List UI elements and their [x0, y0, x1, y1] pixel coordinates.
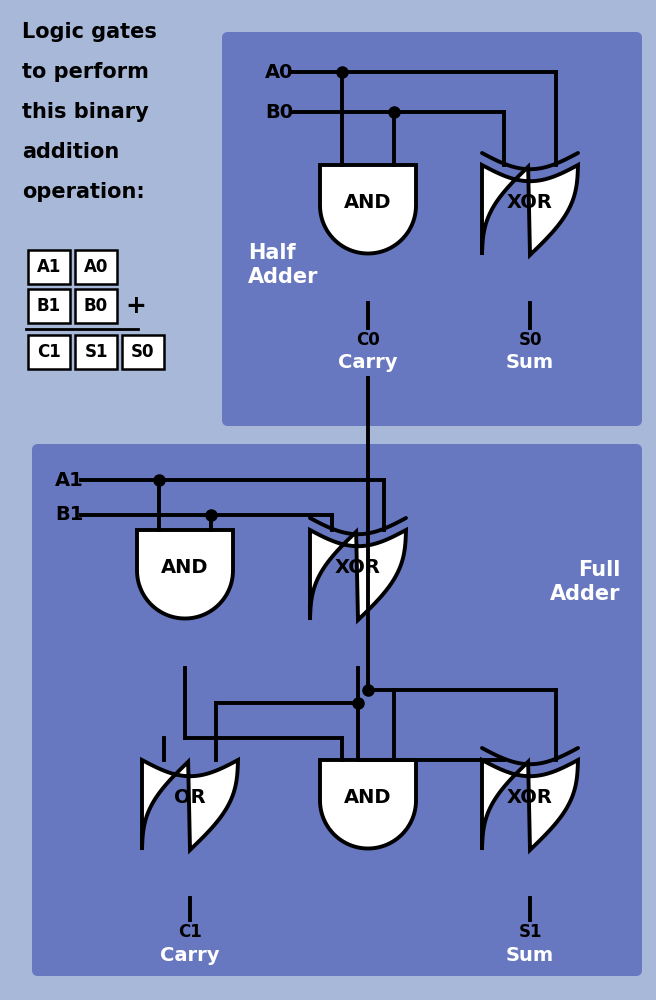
- Bar: [28, 335, 70, 369]
- Text: S1: S1: [518, 923, 542, 941]
- Text: AND: AND: [344, 193, 392, 212]
- Text: AND: AND: [344, 788, 392, 807]
- Text: AND: AND: [161, 558, 209, 577]
- Bar: [75, 250, 117, 284]
- Text: S0: S0: [518, 331, 542, 349]
- Text: A1: A1: [37, 258, 61, 276]
- FancyBboxPatch shape: [222, 32, 642, 426]
- Text: Logic gates: Logic gates: [22, 22, 157, 42]
- Text: C1: C1: [37, 343, 61, 361]
- Text: C0: C0: [356, 331, 380, 349]
- Text: Carry: Carry: [338, 353, 398, 372]
- Text: operation:: operation:: [22, 182, 145, 202]
- Bar: [28, 250, 70, 284]
- Bar: [75, 335, 117, 369]
- PathPatch shape: [142, 760, 238, 850]
- PathPatch shape: [137, 530, 233, 618]
- Bar: [28, 289, 70, 323]
- Text: B1: B1: [55, 506, 83, 524]
- Text: Sum: Sum: [506, 946, 554, 965]
- Text: B0: B0: [265, 103, 293, 121]
- Text: addition: addition: [22, 142, 119, 162]
- Text: Sum: Sum: [506, 353, 554, 372]
- Bar: [122, 335, 164, 369]
- Text: this binary: this binary: [22, 102, 149, 122]
- Text: OR: OR: [174, 788, 206, 807]
- Text: C1: C1: [178, 923, 202, 941]
- PathPatch shape: [320, 760, 416, 848]
- Text: XOR: XOR: [335, 558, 381, 577]
- Text: Half
Adder: Half Adder: [248, 243, 319, 287]
- Text: A1: A1: [55, 471, 84, 489]
- Text: A0: A0: [84, 258, 108, 276]
- FancyBboxPatch shape: [32, 444, 642, 976]
- Text: S1: S1: [84, 343, 108, 361]
- PathPatch shape: [310, 530, 406, 620]
- Text: B1: B1: [37, 297, 61, 315]
- PathPatch shape: [320, 165, 416, 253]
- Text: A0: A0: [265, 62, 293, 82]
- Bar: [75, 289, 117, 323]
- Text: B0: B0: [84, 297, 108, 315]
- Text: Full
Adder: Full Adder: [550, 560, 620, 604]
- Text: +: +: [125, 294, 146, 318]
- PathPatch shape: [482, 165, 578, 255]
- Text: XOR: XOR: [507, 788, 553, 807]
- Text: Carry: Carry: [160, 946, 220, 965]
- PathPatch shape: [482, 760, 578, 850]
- Text: XOR: XOR: [507, 193, 553, 212]
- Text: to perform: to perform: [22, 62, 149, 82]
- Text: S0: S0: [131, 343, 155, 361]
